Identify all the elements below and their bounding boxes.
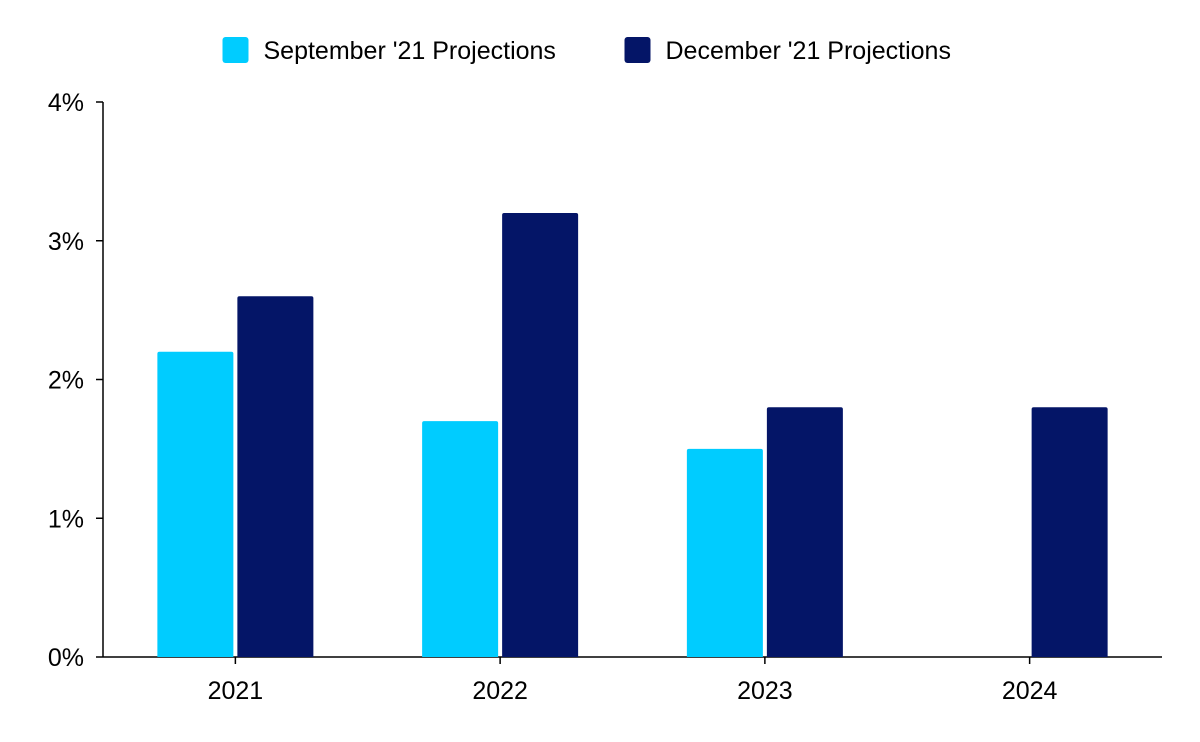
- bar-december-2022: [502, 213, 579, 657]
- x-tick-label: 2023: [737, 677, 793, 705]
- legend-swatch: [222, 37, 249, 63]
- y-tick-label: 4%: [48, 89, 84, 117]
- bar-december-2021: [237, 296, 314, 657]
- bar-september-2021: [157, 351, 234, 657]
- bar-september-2022: [422, 421, 499, 657]
- legend-item-september: September '21 Projections: [222, 37, 556, 65]
- y-axis: 0% 1% 2% 3% 4%: [48, 89, 104, 672]
- x-axis: 2021 2022 2023 2024: [103, 656, 1162, 705]
- y-tick-label: 3%: [48, 228, 84, 256]
- x-tick-label: 2021: [208, 677, 264, 705]
- legend-label: December '21 Projections: [666, 37, 951, 65]
- legend-swatch: [624, 37, 651, 63]
- bar-december-2023: [766, 407, 843, 657]
- legend-item-december: December '21 Projections: [624, 37, 951, 65]
- x-tick-label: 2022: [472, 677, 528, 705]
- bar-september-2023: [686, 448, 763, 657]
- y-tick-label: 2%: [48, 367, 84, 395]
- x-tick-label: 2024: [1002, 677, 1058, 705]
- legend: September '21 Projections December '21 Pr…: [222, 37, 951, 65]
- y-tick-label: 0%: [48, 644, 84, 672]
- bar-december-2024: [1031, 407, 1108, 657]
- legend-label: September '21 Projections: [264, 37, 556, 65]
- y-tick-label: 1%: [48, 505, 84, 533]
- bars: [157, 213, 1108, 657]
